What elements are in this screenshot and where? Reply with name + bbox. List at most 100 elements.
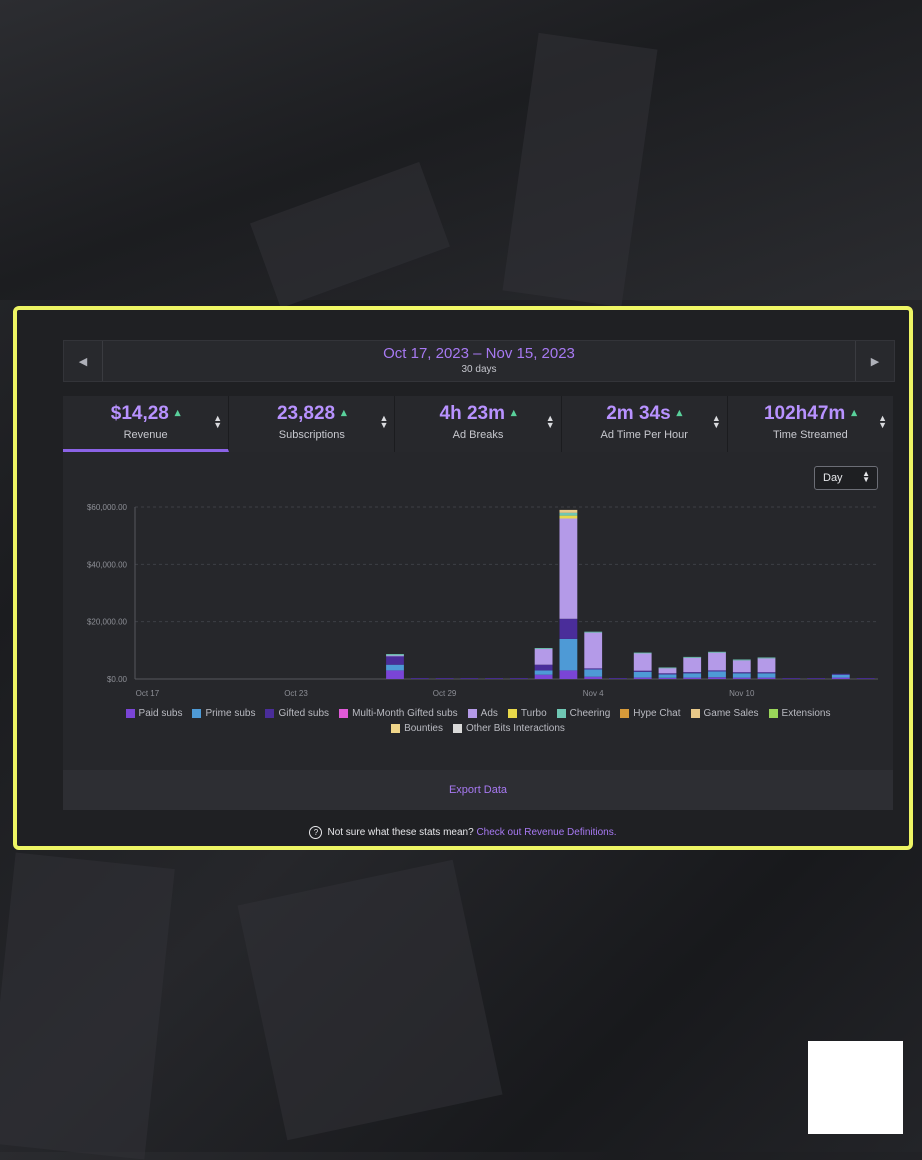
y-tick-label: $60,000.00 — [87, 503, 128, 512]
legend-item[interactable]: Ads — [467, 708, 498, 719]
bar-segment[interactable] — [732, 673, 751, 678]
bar-segment[interactable] — [559, 515, 578, 519]
bar-segment[interactable] — [757, 672, 776, 674]
bar-segment[interactable] — [732, 672, 751, 674]
bar-segment[interactable] — [732, 677, 751, 679]
bar-segment[interactable] — [559, 670, 578, 679]
sort-icon[interactable]: ▲ ▼ — [545, 413, 555, 430]
bar-segment[interactable] — [386, 656, 404, 665]
bar-segment[interactable] — [831, 674, 850, 678]
bar-segment[interactable] — [708, 652, 726, 671]
bar-segment[interactable] — [435, 678, 454, 679]
legend-item[interactable]: Game Sales — [690, 708, 759, 719]
bar-segment[interactable] — [584, 632, 603, 669]
legend-item[interactable]: Prime subs — [192, 708, 255, 719]
sort-icon[interactable]: ▲ ▼ — [878, 413, 888, 430]
bar-segment[interactable] — [534, 674, 553, 679]
bar-segment[interactable] — [683, 672, 702, 674]
bar-segment[interactable] — [757, 658, 776, 673]
bar-segment[interactable] — [807, 678, 825, 679]
bar-segment[interactable] — [683, 656, 702, 658]
bar-segment[interactable] — [559, 512, 578, 516]
bar-segment[interactable] — [708, 670, 726, 672]
bar-segment[interactable] — [658, 668, 677, 674]
bar-segment[interactable] — [732, 660, 751, 673]
bar-segment[interactable] — [386, 654, 404, 656]
bar-segment[interactable] — [559, 509, 578, 513]
sort-icon[interactable]: ▲ ▼ — [711, 413, 721, 430]
bar-segment[interactable] — [757, 677, 776, 679]
bar-segment[interactable] — [633, 671, 652, 678]
bar-segment[interactable] — [708, 651, 726, 653]
bar-segment[interactable] — [782, 678, 801, 679]
bar-segment[interactable] — [757, 657, 776, 659]
bar-segment[interactable] — [831, 677, 850, 679]
bar-segment[interactable] — [683, 673, 702, 678]
bar-segment[interactable] — [708, 677, 726, 679]
bar-segment[interactable] — [708, 671, 726, 678]
tab-subscriptions[interactable]: 23,828 ▴ Subscriptions ▲ ▼ — [229, 396, 396, 452]
tab-ad-time-per-hour[interactable]: 2m 34s ▴ Ad Time Per Hour ▲ ▼ — [562, 396, 728, 452]
bar-segment[interactable] — [386, 664, 404, 671]
bar-segment[interactable] — [683, 657, 702, 673]
export-data-button[interactable]: Export Data — [63, 770, 893, 810]
bar-segment[interactable] — [633, 653, 652, 671]
legend-item[interactable]: Bounties — [391, 723, 443, 734]
bar-segment[interactable] — [658, 674, 677, 678]
bar-segment[interactable] — [584, 631, 603, 633]
legend-item[interactable]: Other Bits Interactions — [452, 723, 565, 734]
stat-label: Time Streamed — [773, 429, 848, 441]
bar-segment[interactable] — [658, 677, 677, 679]
bar-segment[interactable] — [559, 518, 578, 619]
bar-segment[interactable] — [510, 678, 528, 679]
tab-revenue[interactable]: $14,28 ▴ Revenue ▲ ▼ — [63, 396, 230, 452]
granularity-select[interactable]: Day ▲ ▼ — [814, 466, 878, 490]
background-shard — [237, 859, 503, 1141]
legend-label: Multi-Month Gifted subs — [352, 708, 458, 719]
chart-panel: Day ▲ ▼ $0.00 $20,000.00 $40,000.00 $60,000.… — [63, 452, 893, 770]
chart-legend: Paid subs Prime subs Gifted subs Multi-Mont… — [63, 708, 893, 734]
bar-segment[interactable] — [757, 673, 776, 678]
bar-segment[interactable] — [584, 669, 603, 677]
bar-segment[interactable] — [485, 678, 503, 679]
bar-segment[interactable] — [683, 677, 702, 679]
legend-item[interactable]: Cheering — [556, 708, 610, 719]
tab-ad-breaks[interactable]: 4h 23m ▴ Ad Breaks ▲ ▼ — [395, 396, 562, 452]
bar-segment[interactable] — [559, 638, 578, 671]
bar-segment[interactable] — [534, 670, 553, 675]
bar-segment[interactable] — [633, 670, 652, 672]
legend-item[interactable]: Extensions — [768, 708, 830, 719]
legend-item[interactable]: Gifted subs — [265, 708, 329, 719]
bar-segment[interactable] — [534, 664, 553, 671]
bar-segment[interactable] — [460, 678, 479, 679]
revenue-definitions-link[interactable]: Check out Revenue Definitions. — [476, 827, 617, 838]
bar-segment[interactable] — [633, 652, 652, 654]
legend-item[interactable]: Hype Chat — [620, 708, 681, 719]
stat-label: Subscriptions — [278, 429, 345, 441]
bar-segment[interactable] — [584, 668, 603, 670]
trend-up-icon: ▴ — [174, 407, 181, 419]
tab-time-streamed[interactable]: 102h47m ▴ Time Streamed ▲ ▼ — [728, 396, 893, 452]
bar-segment[interactable] — [584, 676, 603, 679]
stat-value: $14,28 ▴ — [110, 403, 181, 424]
bar-segment[interactable] — [410, 678, 429, 679]
legend-item[interactable]: Turbo — [507, 708, 547, 719]
bar-segment[interactable] — [386, 670, 404, 679]
chevron-left-icon[interactable]: ◀ — [64, 341, 103, 381]
bar-segment[interactable] — [534, 648, 553, 649]
chevron-right-icon[interactable]: ▶ — [855, 341, 894, 381]
bar-segment[interactable] — [633, 677, 652, 679]
sort-icon[interactable]: ▲ ▼ — [213, 413, 223, 430]
bar-segment[interactable] — [386, 655, 404, 657]
sort-icon[interactable]: ▲ ▼ — [379, 413, 389, 430]
bar-segment[interactable] — [856, 678, 875, 679]
bar-segment[interactable] — [534, 648, 553, 665]
bar-segment[interactable] — [559, 618, 578, 639]
bar-segment[interactable] — [831, 673, 850, 675]
bar-segment[interactable] — [609, 678, 627, 679]
bar-segment[interactable] — [658, 667, 677, 669]
bar-segment[interactable] — [658, 673, 677, 675]
legend-item[interactable]: Paid subs — [125, 708, 182, 719]
legend-item[interactable]: Multi-Month Gifted subs — [339, 708, 458, 719]
bar-segment[interactable] — [732, 659, 751, 661]
